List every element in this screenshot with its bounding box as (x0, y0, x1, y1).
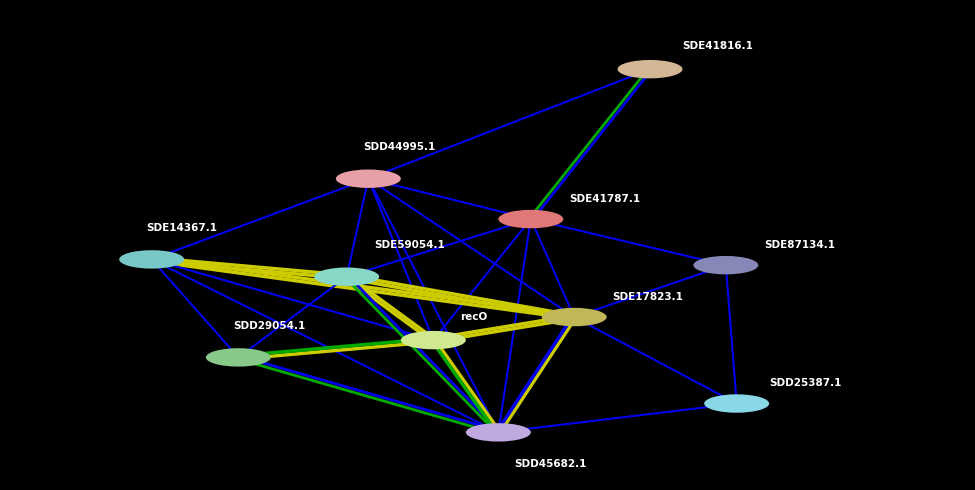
Ellipse shape (314, 268, 379, 286)
Text: SDE59054.1: SDE59054.1 (373, 240, 445, 250)
Text: SDE14367.1: SDE14367.1 (146, 223, 217, 233)
Text: SDD45682.1: SDD45682.1 (515, 459, 587, 469)
Text: SDD25387.1: SDD25387.1 (769, 378, 841, 389)
Ellipse shape (693, 256, 759, 274)
Ellipse shape (335, 170, 401, 188)
Ellipse shape (498, 210, 564, 228)
Ellipse shape (704, 394, 769, 413)
Ellipse shape (401, 331, 466, 349)
Text: SDE41816.1: SDE41816.1 (682, 41, 754, 51)
Ellipse shape (119, 250, 184, 269)
Text: SDE41787.1: SDE41787.1 (568, 194, 640, 204)
Ellipse shape (542, 308, 606, 326)
Text: SDE17823.1: SDE17823.1 (612, 292, 682, 302)
Ellipse shape (466, 423, 530, 441)
Text: SDD29054.1: SDD29054.1 (233, 321, 305, 331)
Text: SDD44995.1: SDD44995.1 (363, 142, 435, 152)
Text: SDE87134.1: SDE87134.1 (763, 240, 835, 250)
Ellipse shape (206, 348, 271, 367)
Ellipse shape (617, 60, 682, 78)
Text: recO: recO (460, 312, 488, 322)
